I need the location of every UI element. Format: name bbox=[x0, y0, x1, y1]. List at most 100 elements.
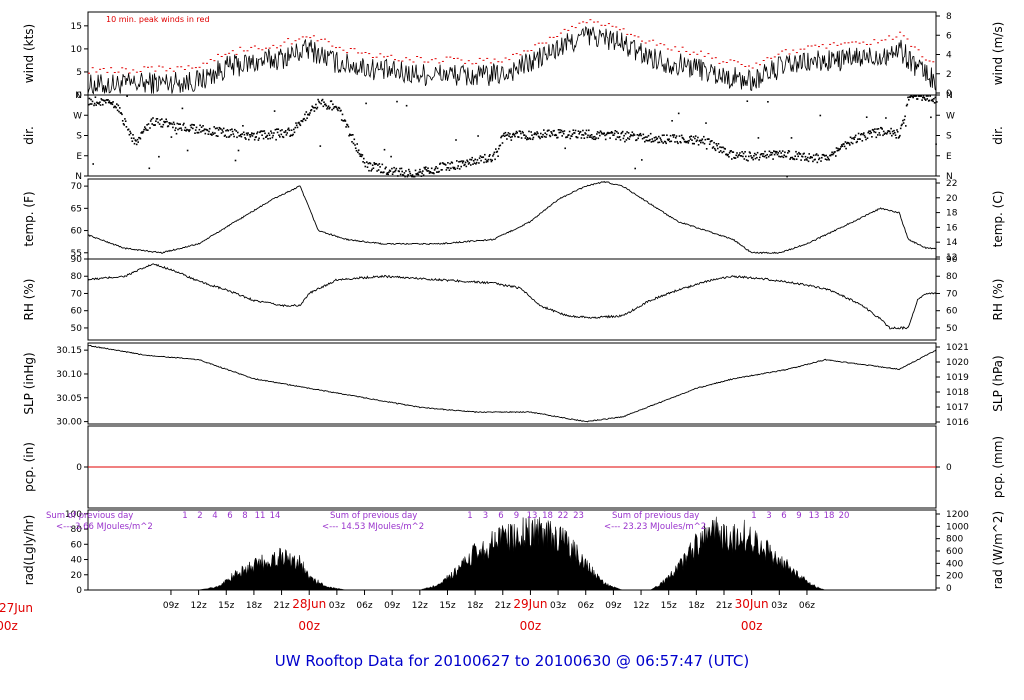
dir-point bbox=[224, 134, 226, 137]
dir-point bbox=[562, 132, 565, 135]
dir-point bbox=[907, 96, 909, 99]
panel-temp: 55 60 65 70 12 14 16 18 20 22 temp. (F) temp. (C) bbox=[22, 178, 1005, 263]
peak-mark bbox=[416, 56, 419, 57]
dir-point bbox=[497, 155, 499, 157]
panel-wind: 0 5 10 15 0 2 4 6 8 wind (kts) wind (m/s) 10 min. p… bbox=[22, 11, 1005, 101]
dir-point bbox=[587, 134, 589, 137]
dir-point bbox=[391, 167, 393, 170]
dir-point bbox=[674, 141, 676, 143]
dir-point bbox=[539, 137, 541, 140]
dir-point bbox=[525, 135, 527, 138]
panel-frame bbox=[87, 11, 937, 96]
peak-mark bbox=[740, 64, 743, 65]
dir-point bbox=[586, 136, 589, 139]
dir-point bbox=[848, 142, 850, 145]
peak-mark bbox=[725, 62, 728, 63]
dir-point bbox=[220, 128, 222, 130]
dir-point bbox=[151, 123, 153, 125]
dir-point bbox=[637, 137, 639, 140]
dir-point bbox=[181, 107, 184, 110]
peak-mark bbox=[405, 57, 408, 59]
dir-point bbox=[462, 160, 465, 162]
dir-point bbox=[116, 109, 119, 112]
dir-point bbox=[843, 143, 845, 145]
dir-point bbox=[728, 156, 730, 158]
dir-point bbox=[773, 153, 776, 156]
dir-point bbox=[473, 162, 476, 164]
dir-point bbox=[633, 134, 636, 136]
dir-point bbox=[237, 149, 240, 152]
dir-point bbox=[189, 124, 192, 127]
dir-point bbox=[178, 123, 180, 125]
peak-mark bbox=[788, 53, 791, 55]
peak-mark bbox=[139, 71, 142, 72]
dir-point bbox=[528, 130, 530, 133]
x-tick-label: 06z bbox=[578, 601, 594, 611]
peak-mark bbox=[338, 46, 341, 48]
dir-point bbox=[718, 151, 721, 153]
x-axis: 09z 12z 15z 18z 21z 28Jun 03z 06z 09z 12z 15z 18z 21… bbox=[0, 590, 815, 633]
peak-mark bbox=[279, 45, 282, 47]
dir-point bbox=[909, 96, 912, 98]
y-tick-label: 90 bbox=[71, 255, 83, 265]
dir-point bbox=[354, 147, 357, 149]
dir-point bbox=[745, 159, 748, 161]
peak-mark bbox=[906, 38, 909, 40]
dir-point bbox=[641, 159, 643, 161]
dir-point bbox=[474, 158, 476, 161]
dir-point bbox=[286, 132, 288, 134]
peak-mark bbox=[519, 54, 522, 56]
dir-point bbox=[870, 132, 872, 134]
hour-label: 1 bbox=[467, 511, 472, 521]
dir-point bbox=[399, 173, 402, 176]
peak-mark bbox=[327, 41, 330, 43]
dir-point bbox=[566, 136, 569, 138]
dir-point bbox=[609, 137, 611, 139]
peak-mark bbox=[825, 47, 828, 49]
dir-point bbox=[310, 109, 312, 112]
peak-mark bbox=[368, 53, 371, 55]
dir-point bbox=[634, 167, 636, 170]
dir-point bbox=[869, 130, 872, 132]
dir-point bbox=[590, 134, 593, 136]
dir-point bbox=[644, 140, 646, 143]
peak-mark bbox=[762, 60, 765, 61]
dir-point bbox=[668, 138, 670, 140]
dir-point bbox=[360, 153, 362, 156]
dir-point bbox=[377, 164, 379, 166]
hour-label: 18 bbox=[824, 511, 835, 521]
dir-point bbox=[467, 160, 469, 163]
panel-frame bbox=[87, 258, 937, 341]
dir-point bbox=[809, 157, 811, 159]
dir-point bbox=[280, 133, 283, 136]
hour-label: 6 bbox=[498, 511, 503, 521]
dir-point bbox=[99, 101, 101, 103]
peak-mark bbox=[504, 57, 507, 59]
dir-point bbox=[494, 158, 496, 161]
dir-point bbox=[225, 136, 228, 138]
dir-point bbox=[758, 159, 760, 161]
dir-point bbox=[101, 99, 103, 101]
dir-point bbox=[884, 132, 886, 134]
dir-point bbox=[187, 129, 190, 131]
dir-point bbox=[512, 132, 515, 135]
dir-point bbox=[545, 133, 548, 136]
dir-point bbox=[195, 126, 198, 129]
dir-point bbox=[471, 156, 473, 159]
dir-point bbox=[635, 139, 637, 142]
dir-point bbox=[562, 130, 564, 133]
dir-point bbox=[632, 134, 634, 137]
dir-point bbox=[516, 132, 518, 134]
dir-point bbox=[155, 120, 157, 122]
hour-label: 9 bbox=[514, 511, 519, 521]
dir-point bbox=[379, 166, 381, 168]
dir-point bbox=[798, 151, 800, 154]
peak-mark bbox=[464, 62, 467, 64]
dir-point bbox=[662, 142, 664, 144]
dir-point bbox=[371, 168, 373, 171]
peak-mark bbox=[759, 64, 761, 66]
y-tick-label-right: 1200 bbox=[946, 510, 969, 520]
dir-point bbox=[492, 153, 495, 156]
dir-point bbox=[294, 126, 297, 129]
peak-mark bbox=[799, 48, 802, 50]
